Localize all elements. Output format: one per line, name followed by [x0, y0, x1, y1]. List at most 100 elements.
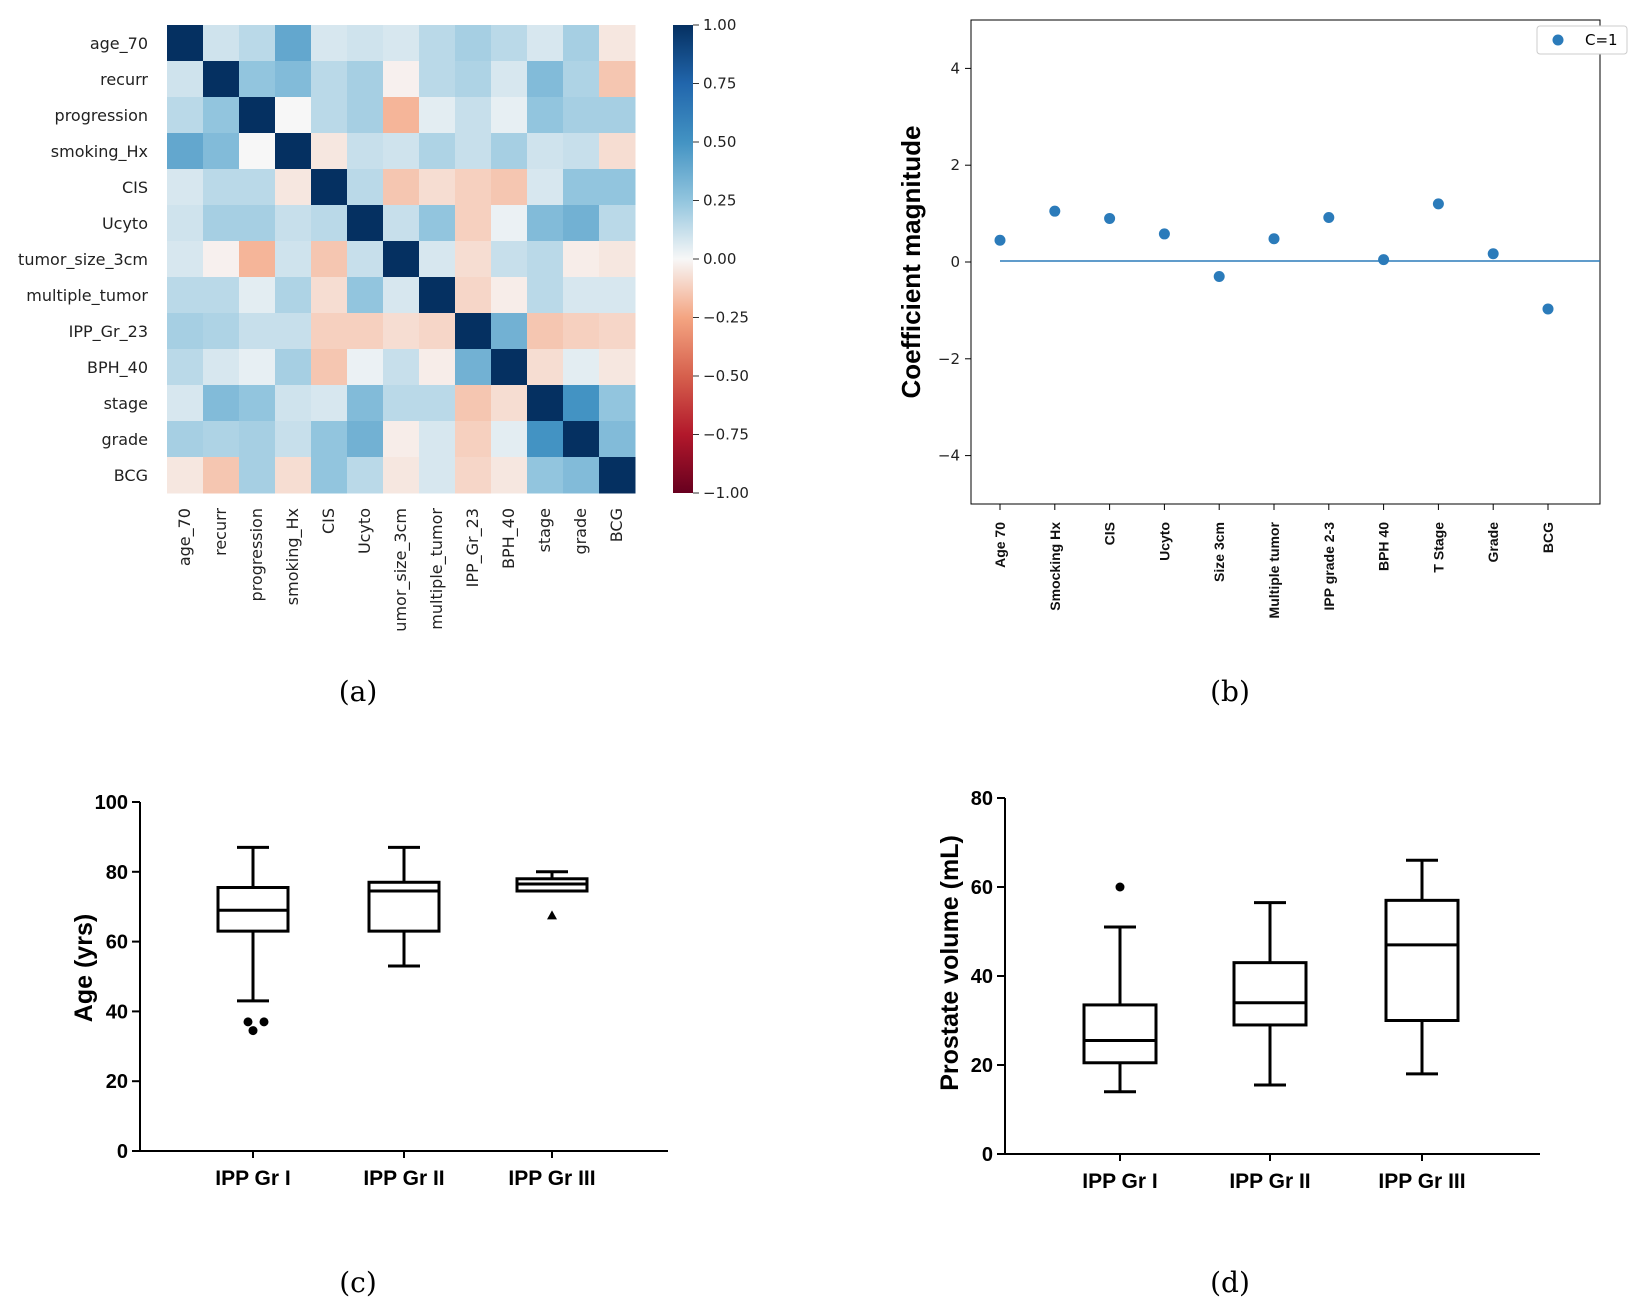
heat-cell-tumor-size-3cm-stage	[527, 241, 564, 278]
heat-cell-multiple-tumor-cis	[311, 277, 348, 314]
outlier-marker	[259, 1017, 269, 1027]
heat-cell-multiple-tumor-grade	[563, 277, 600, 314]
row-label-grade: grade	[101, 430, 148, 449]
heat-cell-tumor-size-3cm-umor-size-3cm	[383, 241, 420, 278]
heat-cell-multiple-tumor-stage	[527, 277, 564, 314]
heat-cell-cis-bcg	[599, 169, 636, 206]
row-label-cis: CIS	[122, 178, 148, 197]
heat-cell-bph-40-multiple-tumor	[419, 349, 456, 386]
heat-cell-ipp-gr-23-recurr	[203, 313, 240, 350]
row-label-bcg: BCG	[114, 466, 148, 485]
heatmap-column-labels: age_70 recurr progression smoking_Hx CIS Ucyt…	[175, 508, 626, 632]
heat-cell-progression-multiple-tumor	[419, 97, 456, 134]
heat-cell-cis-progression	[239, 169, 276, 206]
heat-cell-tumor-size-3cm-smoking-hx	[275, 241, 312, 278]
col-label-bcg: BCG	[607, 508, 626, 542]
box-ipp-gr-i	[1082, 882, 1158, 1094]
heat-cell-age-70-progression	[239, 25, 276, 62]
heat-cell-grade-bph-40	[491, 421, 528, 458]
heat-cell-stage-ipp-gr-23	[455, 385, 492, 422]
x-tick-label-age-70: Age 70	[992, 522, 1008, 568]
point-age-70	[994, 234, 1006, 246]
heat-cell-ipp-gr-23-umor-size-3cm	[383, 313, 420, 350]
heat-cell-cis-ipp-gr-23	[455, 169, 492, 206]
heat-cell-bph-40-smoking-hx	[275, 349, 312, 386]
heat-cell-recurr-multiple-tumor	[419, 61, 456, 98]
heat-cell-tumor-size-3cm-grade	[563, 241, 600, 278]
heat-cell-bcg-bph-40	[491, 457, 528, 494]
legend-box	[1536, 25, 1628, 55]
heat-cell-bcg-age-70	[167, 457, 204, 494]
heat-cell-age-70-bcg	[599, 25, 636, 62]
outlier-marker	[243, 1017, 253, 1027]
heat-cell-smoking-hx-progression	[239, 133, 276, 170]
heat-cell-age-70-cis	[311, 25, 348, 62]
y-tick-label: 40	[106, 1001, 128, 1023]
col-label-cis: CIS	[319, 508, 338, 534]
heat-cell-cis-age-70	[167, 169, 204, 206]
heat-cell-recurr-cis	[311, 61, 348, 98]
heat-cell-stage-recurr	[203, 385, 240, 422]
heat-cell-ipp-gr-23-smoking-hx	[275, 313, 312, 350]
col-label-ucyto: Ucyto	[355, 508, 374, 554]
coefficient-points	[994, 198, 1554, 315]
heat-cell-progression-progression	[239, 97, 276, 134]
heat-cell-stage-age-70	[167, 385, 204, 422]
heat-cell-bph-40-cis	[311, 349, 348, 386]
point-grade	[1487, 248, 1499, 260]
heat-cell-progression-bph-40	[491, 97, 528, 134]
x-tick-label-size-3cm: Size 3cm	[1211, 522, 1227, 582]
heat-cell-tumor-size-3cm-bph-40	[491, 241, 528, 278]
heat-cell-bcg-recurr	[203, 457, 240, 494]
row-label-age-70: age_70	[90, 34, 148, 54]
heat-cell-grade-umor-size-3cm	[383, 421, 420, 458]
box-ipp-gr-iii	[1384, 858, 1460, 1076]
boxes	[1082, 858, 1460, 1094]
heat-cell-age-70-recurr	[203, 25, 240, 62]
heat-cell-recurr-stage	[527, 61, 564, 98]
point-ipp-grade-2-3	[1323, 211, 1335, 223]
colorbar-tick-label: 0.25	[703, 192, 736, 210]
heat-cell-stage-progression	[239, 385, 276, 422]
row-label-ipp-gr-23: IPP_Gr_23	[69, 322, 148, 342]
heat-cell-multiple-tumor-age-70	[167, 277, 204, 314]
heat-cell-bph-40-bcg	[599, 349, 636, 386]
panel-label-d: (d)	[1210, 1266, 1250, 1299]
heat-cell-bcg-smoking-hx	[275, 457, 312, 494]
boxes	[216, 845, 589, 1036]
heat-cell-smoking-hx-smoking-hx	[275, 133, 312, 170]
outlier-marker	[1115, 882, 1125, 892]
x-tick-label-smocking-hx: Smocking Hx	[1047, 522, 1063, 611]
heat-cell-ipp-gr-23-ucyto	[347, 313, 384, 350]
legend-marker	[1552, 34, 1564, 46]
y-tick-label: 2	[950, 156, 960, 174]
heatmap-cells	[167, 25, 636, 494]
heat-cell-stage-umor-size-3cm	[383, 385, 420, 422]
heat-cell-bph-40-bph-40	[491, 349, 528, 386]
heat-cell-progression-bcg	[599, 97, 636, 134]
x-tick-label-ipp-gr-i: IPP Gr I	[1082, 1170, 1157, 1193]
x-tick-label-bph-40: BPH 40	[1376, 522, 1392, 571]
panel-label-b: (b)	[1210, 675, 1250, 708]
col-label-ipp-gr-23: IPP_Gr_23	[463, 508, 483, 587]
colorbar-tick-label: 1.00	[703, 16, 736, 34]
heat-cell-bcg-grade	[563, 457, 600, 494]
panel-d-volume-boxplot: 0 20 40 60 80 IPP Gr I IPP Gr II IPP Gr III Pro…	[936, 788, 1540, 1193]
heat-cell-stage-bcg	[599, 385, 636, 422]
heat-cell-ipp-gr-23-stage	[527, 313, 564, 350]
heat-cell-ipp-gr-23-bcg	[599, 313, 636, 350]
point-t-stage	[1432, 198, 1444, 210]
y-tick-label: 40	[971, 966, 993, 988]
heat-cell-recurr-recurr	[203, 61, 240, 98]
heat-cell-smoking-hx-stage	[527, 133, 564, 170]
row-label-stage: stage	[104, 394, 148, 413]
point-smocking-hx	[1049, 205, 1061, 217]
heat-cell-cis-ucyto	[347, 169, 384, 206]
heat-cell-smoking-hx-age-70	[167, 133, 204, 170]
heat-cell-smoking-hx-umor-size-3cm	[383, 133, 420, 170]
colorbar-tick-label: −0.50	[703, 367, 749, 385]
heat-cell-multiple-tumor-ipp-gr-23	[455, 277, 492, 314]
heat-cell-ipp-gr-23-bph-40	[491, 313, 528, 350]
iqr-box	[1082, 1003, 1158, 1065]
